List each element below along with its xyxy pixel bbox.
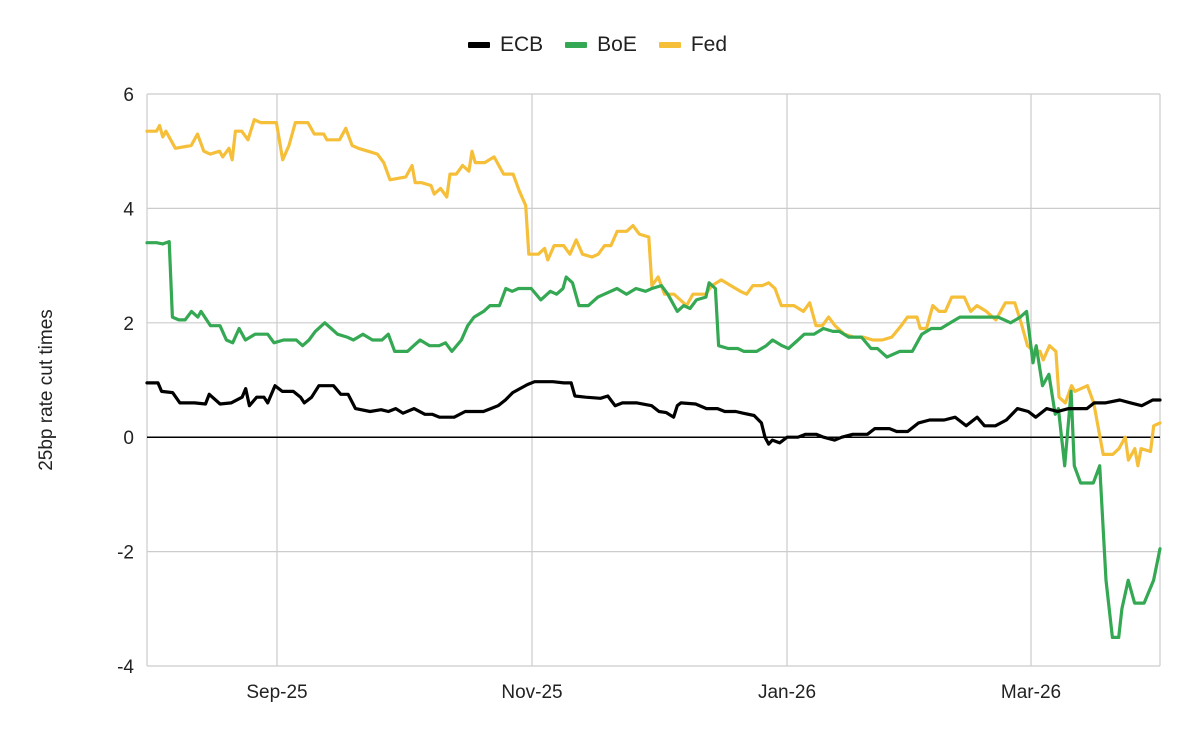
legend-swatch-fed (658, 42, 681, 48)
y-tick-label: 6 (123, 85, 134, 106)
legend-label-fed: Fed (690, 33, 728, 56)
series-line-boe (145, 240, 1162, 639)
x-tick-label: Mar-26 (1001, 682, 1061, 703)
series-lines (145, 118, 1162, 639)
legend-swatch-ecb (467, 42, 490, 48)
x-tick-label: Sep-25 (246, 682, 307, 703)
series-line-ecb (145, 380, 1162, 446)
legend-label-ecb: ECB (499, 33, 544, 56)
legend-item-boe[interactable]: BoE (565, 33, 637, 57)
y-tick-label: 2 (123, 314, 134, 335)
axes: 6 4 2 0 -2 -4 Sep-25 Nov-25 Jan-26 Mar-26 (117, 85, 1160, 703)
y-axis-title: 25bp rate cut times (36, 309, 57, 471)
series-line-fed (145, 118, 1162, 468)
legend: ECB BoE Fed (0, 30, 1195, 60)
legend-swatch-boe (565, 42, 588, 48)
x-tick-label: Jan-26 (758, 682, 816, 703)
y-tick-label: 4 (123, 199, 134, 220)
x-tick-label: Nov-25 (501, 682, 562, 703)
y-tick-label: 0 (123, 428, 134, 449)
legend-item-fed[interactable]: Fed (658, 33, 728, 57)
legend-label-boe: BoE (597, 33, 637, 56)
gridlines (146, 93, 1161, 667)
y-tick-label: -2 (117, 543, 134, 564)
legend-item-ecb[interactable]: ECB (467, 33, 544, 57)
y-tick-label: -4 (117, 657, 134, 678)
